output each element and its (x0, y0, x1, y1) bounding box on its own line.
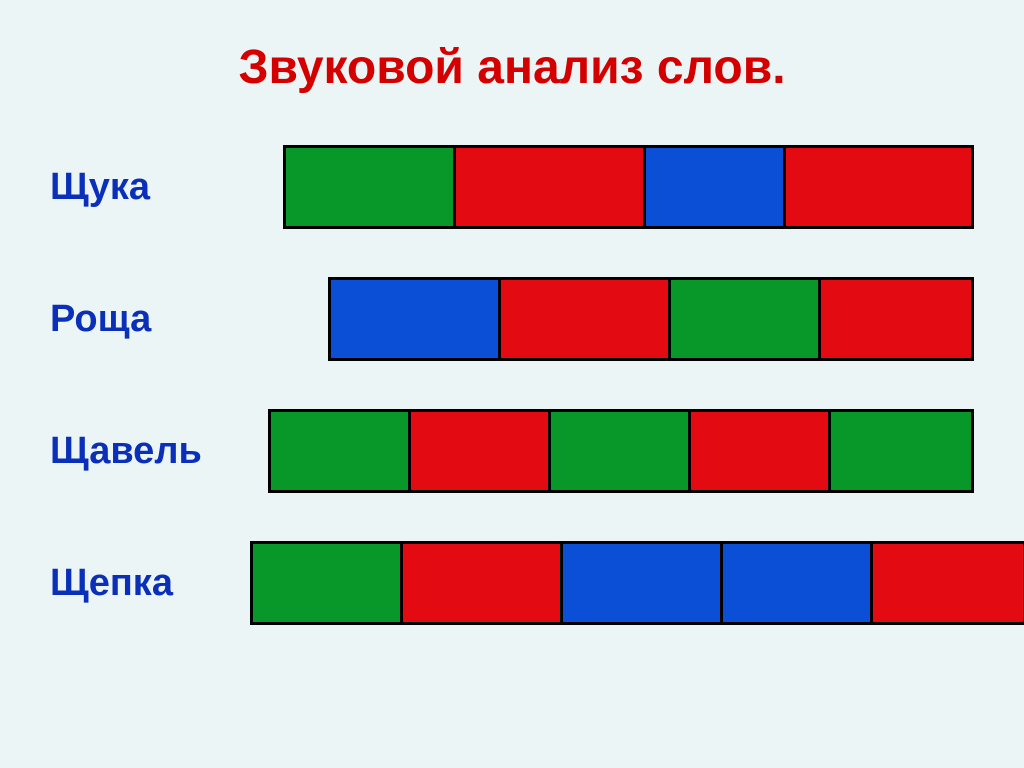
sound-cell (873, 544, 1023, 622)
sound-bar (328, 277, 974, 361)
sound-cell (723, 544, 873, 622)
sound-cell (821, 280, 971, 358)
analysis-row: Роща (50, 277, 974, 361)
sound-cell (456, 148, 646, 226)
word-label: Щепка (50, 562, 250, 605)
sound-cell (331, 280, 501, 358)
page-title: Звуковой анализ слов. (50, 40, 974, 95)
sound-cell (253, 544, 403, 622)
rows-container: Щука Роща Щавель Щепка (50, 145, 974, 625)
sound-cell (563, 544, 723, 622)
sound-cell (831, 412, 971, 490)
sound-cell (501, 280, 671, 358)
analysis-row: Щепка (50, 541, 974, 625)
sound-cell (286, 148, 456, 226)
sound-cell (691, 412, 831, 490)
sound-bar (268, 409, 974, 493)
analysis-row: Щавель (50, 409, 974, 493)
word-label: Щавель (50, 430, 250, 473)
sound-cell (271, 412, 411, 490)
word-label: Щука (50, 166, 250, 209)
word-label: Роща (50, 298, 250, 341)
sound-bar (250, 541, 1024, 625)
analysis-row: Щука (50, 145, 974, 229)
sound-cell (551, 412, 691, 490)
sound-bar (283, 145, 974, 229)
sound-cell (786, 148, 971, 226)
sound-cell (671, 280, 821, 358)
sound-cell (403, 544, 563, 622)
sound-cell (411, 412, 551, 490)
sound-cell (646, 148, 786, 226)
